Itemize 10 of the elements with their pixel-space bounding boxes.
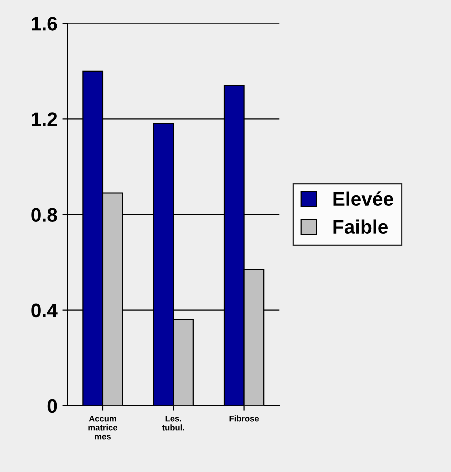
y-tick-label: 0.8: [32, 208, 58, 222]
x-tick-label: Accum matrice mes: [88, 416, 118, 440]
y-tick-label: 1.2: [32, 112, 58, 126]
legend-label: Faible: [334, 220, 388, 234]
y-tick-label: 1.6: [32, 17, 58, 31]
y-tick-label: 0: [48, 399, 58, 414]
legend-label: Elevée: [334, 192, 394, 206]
x-tick-label: Fibrose: [230, 416, 260, 422]
x-tick-label: Les. tubul.: [162, 416, 184, 431]
y-tick-label: 0.4: [32, 304, 58, 318]
